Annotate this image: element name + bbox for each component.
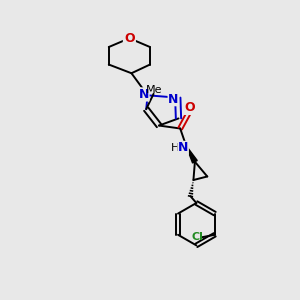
Text: H: H xyxy=(171,143,179,153)
Text: Me: Me xyxy=(146,85,162,95)
Text: N: N xyxy=(168,93,178,106)
Text: O: O xyxy=(184,101,195,114)
Text: N: N xyxy=(139,88,149,101)
Polygon shape xyxy=(186,146,197,163)
Text: Cl: Cl xyxy=(191,232,203,242)
Text: O: O xyxy=(124,32,135,45)
Text: N: N xyxy=(178,141,188,154)
